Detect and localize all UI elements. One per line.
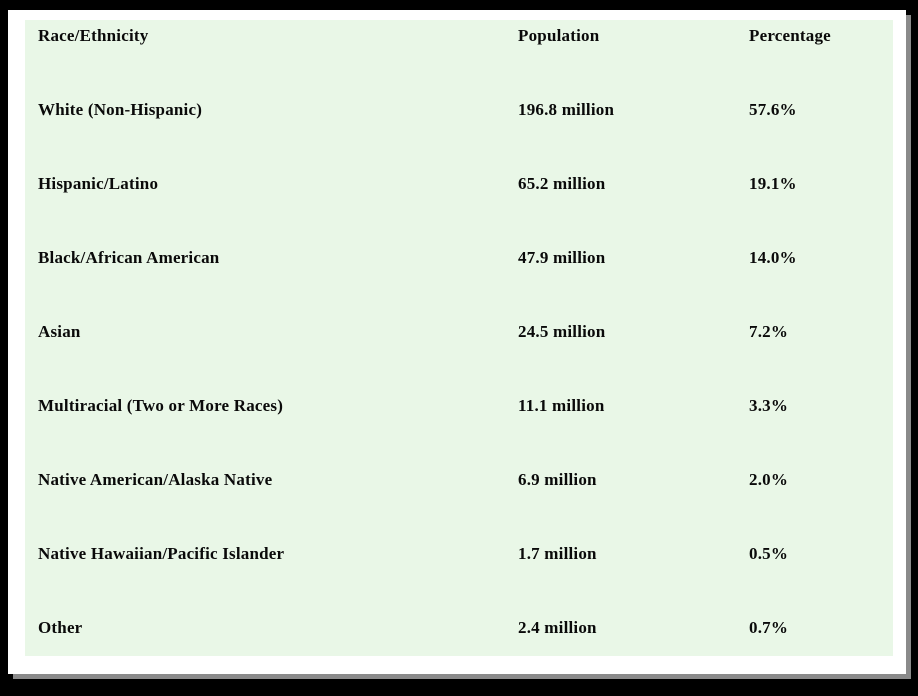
percentage-cell: 3.3% <box>749 396 789 415</box>
percentage-cell: 0.7% <box>749 618 789 637</box>
percentage-cell: 7.2% <box>749 322 789 341</box>
table-row: White (Non-Hispanic) 196.8 million 57.6% <box>25 94 893 168</box>
table-row: Native American/Alaska Native 6.9 millio… <box>25 464 893 538</box>
race-cell: Native Hawaiian/Pacific Islander <box>38 544 285 563</box>
percentage-column-header: Percentage <box>749 26 831 45</box>
race-cell: White (Non-Hispanic) <box>38 100 203 119</box>
slide-card: Race/Ethnicity Population Percentage Whi… <box>8 10 906 674</box>
demographics-table-panel: Race/Ethnicity Population Percentage Whi… <box>25 20 893 656</box>
percentage-cell: 2.0% <box>749 470 789 489</box>
table-header-row: Race/Ethnicity Population Percentage <box>25 20 893 94</box>
race-cell: Other <box>38 618 83 637</box>
race-cell: Multiracial (Two or More Races) <box>38 396 284 415</box>
percentage-cell: 57.6% <box>749 100 797 119</box>
population-cell: 24.5 million <box>518 322 606 341</box>
table-row: Hispanic/Latino 65.2 million 19.1% <box>25 168 893 242</box>
population-cell: 11.1 million <box>518 396 605 415</box>
table-row: Black/African American 47.9 million 14.0… <box>25 242 893 316</box>
race-cell: Black/African American <box>38 248 220 267</box>
percentage-cell: 14.0% <box>749 248 797 267</box>
percentage-cell: 0.5% <box>749 544 789 563</box>
table-row: Native Hawaiian/Pacific Islander 1.7 mil… <box>25 538 893 612</box>
table-row: Multiracial (Two or More Races) 11.1 mil… <box>25 390 893 464</box>
population-cell: 6.9 million <box>518 470 597 489</box>
population-column-header: Population <box>518 26 600 45</box>
population-cell: 196.8 million <box>518 100 615 119</box>
population-cell: 2.4 million <box>518 618 597 637</box>
population-cell: 65.2 million <box>518 174 606 193</box>
race-ethnicity-table: Race/Ethnicity Population Percentage Whi… <box>25 20 893 656</box>
percentage-cell: 19.1% <box>749 174 797 193</box>
population-cell: 47.9 million <box>518 248 606 267</box>
population-cell: 1.7 million <box>518 544 597 563</box>
race-cell: Hispanic/Latino <box>38 174 159 193</box>
table-row: Other 2.4 million 0.7% <box>25 612 893 656</box>
race-column-header: Race/Ethnicity <box>38 26 149 45</box>
table-row: Asian 24.5 million 7.2% <box>25 316 893 390</box>
race-cell: Asian <box>38 322 81 341</box>
race-cell: Native American/Alaska Native <box>38 470 273 489</box>
